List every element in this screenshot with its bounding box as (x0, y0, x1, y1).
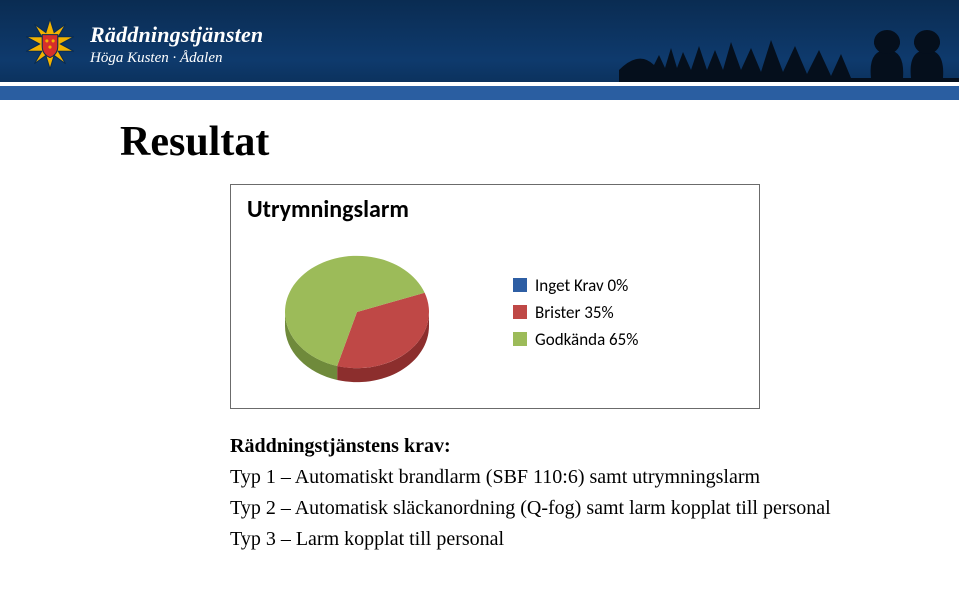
krav-line: Typ 3 – Larm kopplat till personal (230, 524, 919, 555)
banner: Räddningstjänsten Höga Kusten · Ådalen (0, 0, 959, 100)
org-subtitle: Höga Kusten · Ådalen (90, 50, 263, 67)
legend-item: Godkända 65% (513, 329, 638, 350)
org-logo-icon (24, 18, 76, 70)
org-name: Räddningstjänsten (90, 22, 263, 48)
org-name-block: Räddningstjänsten Höga Kusten · Ådalen (90, 22, 263, 67)
pie-chart (247, 232, 477, 392)
banner-stripe-blue (0, 86, 959, 100)
krav-block: Räddningstjänstens krav: Typ 1 – Automat… (230, 431, 919, 555)
krav-heading: Räddningstjänstens krav: (230, 431, 919, 462)
krav-line: Typ 2 – Automatisk släckanordning (Q-fog… (230, 493, 919, 524)
chart-legend: Inget Krav 0% Brister 35% Godkända 65% (513, 269, 638, 356)
content: Resultat Utrymningslarm Inget Krav 0% Bri… (0, 100, 959, 555)
legend-swatch (513, 278, 527, 292)
krav-line: Typ 1 – Automatiskt brandlarm (SBF 110:6… (230, 462, 919, 493)
chart-title: Utrymningslarm (247, 195, 743, 224)
legend-swatch (513, 305, 527, 319)
legend-item: Brister 35% (513, 302, 638, 323)
banner-inner: Räddningstjänsten Höga Kusten · Ådalen (24, 18, 263, 70)
legend-label: Inget Krav 0% (535, 275, 628, 296)
legend-label: Brister 35% (535, 302, 614, 323)
chart-body: Inget Krav 0% Brister 35% Godkända 65% (247, 232, 743, 392)
legend-label: Godkända 65% (535, 329, 638, 350)
legend-swatch (513, 332, 527, 346)
chart-card: Utrymningslarm Inget Krav 0% Brister 35% G… (230, 184, 760, 409)
page-title: Resultat (120, 118, 919, 166)
legend-item: Inget Krav 0% (513, 275, 638, 296)
